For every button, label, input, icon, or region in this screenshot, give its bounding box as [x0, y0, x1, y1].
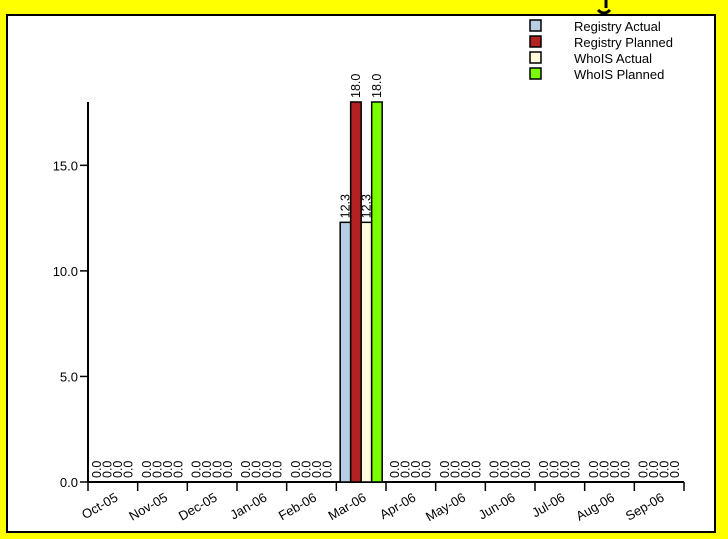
- x-tick-label: May-06: [423, 490, 468, 525]
- data-label: 0.0: [161, 461, 175, 478]
- legend-label: WhoIS Planned: [574, 67, 664, 82]
- data-label: 0.0: [320, 461, 334, 478]
- x-tick-label: Sep-06: [623, 490, 667, 524]
- data-label: 0.0: [636, 461, 650, 478]
- data-label: 0.0: [210, 461, 224, 478]
- data-label: 0.0: [558, 461, 572, 478]
- title-fragment-mark: [596, 0, 612, 14]
- data-label: 0.0: [657, 461, 671, 478]
- data-label: 12.3: [359, 194, 373, 218]
- data-label: 0.0: [200, 461, 214, 478]
- data-label: 0.0: [271, 461, 285, 478]
- y-tick-label: 0.0: [60, 475, 78, 490]
- data-label: 0.0: [101, 461, 115, 478]
- data-label: 0.0: [388, 461, 402, 478]
- data-label: 18.0: [370, 74, 384, 98]
- y-tick-label: 10.0: [53, 264, 78, 279]
- data-label: 0.0: [150, 461, 164, 478]
- data-label: 0.0: [519, 461, 533, 478]
- data-label: 0.0: [498, 461, 512, 478]
- data-label: 0.0: [140, 461, 154, 478]
- data-label: 0.0: [469, 461, 483, 478]
- data-label: 0.0: [399, 461, 413, 478]
- data-label: 0.0: [90, 461, 104, 478]
- data-label: 0.0: [587, 461, 601, 478]
- data-label: 0.0: [548, 461, 562, 478]
- data-label: 0.0: [438, 461, 452, 478]
- legend-swatch-whois-planned: [529, 67, 542, 80]
- data-label: 0.0: [111, 461, 125, 478]
- data-label: 0.0: [289, 461, 303, 478]
- data-label: 0.0: [487, 461, 501, 478]
- x-tick-label: Feb-06: [276, 490, 319, 524]
- x-tick-label: Oct-05: [79, 490, 120, 522]
- data-label: 18.0: [349, 74, 363, 98]
- x-tick-label: Mar-06: [325, 490, 368, 524]
- data-label: 0.0: [409, 461, 423, 478]
- x-tick-label: Apr-06: [377, 490, 418, 523]
- data-label: 12.3: [338, 194, 352, 218]
- x-tick-label: Nov-05: [126, 490, 170, 524]
- y-tick-label: 15.0: [53, 158, 78, 173]
- data-label: 0.0: [597, 461, 611, 478]
- data-label: 0.0: [310, 461, 324, 478]
- data-label: 0.0: [299, 461, 313, 478]
- legend-swatch-registry-actual: [529, 19, 542, 32]
- data-label: 0.0: [171, 461, 185, 478]
- data-label: 0.0: [618, 461, 632, 478]
- data-label: 0.0: [459, 461, 473, 478]
- data-label: 0.0: [448, 461, 462, 478]
- legend-label: Registry Actual: [574, 19, 661, 34]
- data-label: 0.0: [250, 461, 264, 478]
- legend-label: WhoIS Actual: [574, 51, 652, 66]
- legend-swatch-whois-actual: [529, 51, 542, 64]
- data-label: 0.0: [122, 461, 136, 478]
- x-tick-label: Jan-06: [227, 490, 269, 523]
- data-label: 0.0: [647, 461, 661, 478]
- x-tick-label: Dec-05: [176, 490, 220, 524]
- data-label: 0.0: [189, 461, 203, 478]
- data-label: 0.0: [569, 461, 583, 478]
- legend-label: Registry Planned: [574, 35, 673, 50]
- bar-registry-actual: [339, 221, 352, 483]
- data-label: 0.0: [537, 461, 551, 478]
- x-tick-label: Jul-06: [529, 490, 567, 521]
- data-label: 0.0: [420, 461, 434, 478]
- data-label: 0.0: [239, 461, 253, 478]
- x-tick-label: Jun-06: [476, 490, 518, 523]
- bar-registry-planned: [349, 101, 362, 483]
- x-tick-label: Aug-06: [573, 490, 617, 524]
- data-label: 0.0: [221, 461, 235, 478]
- data-label: 0.0: [508, 461, 522, 478]
- title-strip: [0, 0, 728, 14]
- y-tick-label: 5.0: [60, 369, 78, 384]
- legend-swatch-registry-planned: [529, 35, 542, 48]
- data-label: 0.0: [668, 461, 682, 478]
- bar-whois-actual: [360, 221, 373, 483]
- title-fragment-graphic: [596, 0, 612, 14]
- data-label: 0.0: [608, 461, 622, 478]
- data-label: 0.0: [260, 461, 274, 478]
- bar-whois-planned: [370, 101, 383, 483]
